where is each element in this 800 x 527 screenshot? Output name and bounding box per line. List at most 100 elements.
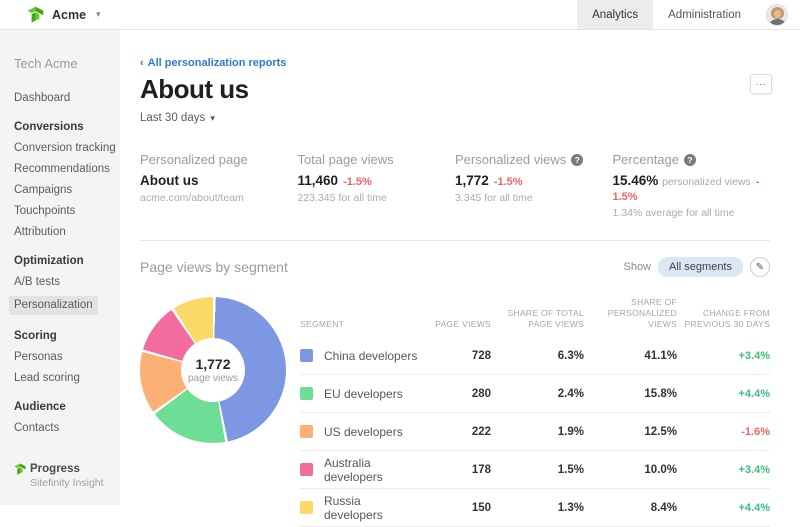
- chevron-left-icon: ‹: [140, 57, 144, 69]
- cell-share-total: 1.5%: [491, 464, 584, 476]
- cell-page-views: 222: [419, 426, 491, 438]
- cell-share-total: 1.9%: [491, 426, 584, 438]
- avatar-body: [770, 19, 785, 26]
- sidebar-item-personas[interactable]: Personas: [14, 350, 120, 365]
- chevron-down-icon: ▾: [210, 113, 215, 123]
- chevron-down-icon: ▾: [96, 9, 101, 20]
- section-title: Page views by segment: [140, 259, 288, 275]
- date-range-value: Last 30 days: [140, 112, 205, 124]
- table-row: Australia developers 178 1.5% 10.0% +3.4…: [300, 451, 770, 489]
- cell-share-personalized: 15.8%: [584, 388, 677, 400]
- segment-label: China developers: [324, 349, 417, 363]
- stat-value: About us: [140, 173, 199, 188]
- cell-change: +3.4%: [677, 464, 770, 476]
- cell-share-personalized: 12.5%: [584, 426, 677, 438]
- stat-suffix: personalized views: [662, 176, 751, 188]
- sidebar-item-campaigns[interactable]: Campaigns: [14, 183, 120, 198]
- segment-color-swatch: [300, 501, 313, 514]
- cell-share-personalized: 10.0%: [584, 464, 677, 476]
- stat-value: 15.46%: [613, 173, 659, 188]
- segment-label: Russia developers: [324, 494, 419, 522]
- table-row: US developers 222 1.9% 12.5% -1.6%: [300, 413, 770, 451]
- col-header-share-personalized: Share of personalized views: [584, 297, 677, 330]
- stat-total-page-views: Total page views 11,460 -1.5% 223.345 for…: [298, 152, 456, 219]
- cell-share-total: 1.3%: [491, 502, 584, 514]
- user-avatar[interactable]: [766, 4, 788, 26]
- sidebar-item-contacts[interactable]: Contacts: [14, 421, 120, 436]
- section-divider: [140, 240, 770, 241]
- stat-value: 1,772: [455, 173, 489, 188]
- sidebar-item-attribution[interactable]: Attribution: [14, 225, 120, 240]
- stat-delta: -1.5%: [494, 176, 523, 188]
- cell-page-views: 150: [419, 502, 491, 514]
- sidebar-header-scoring: Scoring: [14, 329, 120, 344]
- table-header-row: Segment Page views Share of total page v…: [300, 297, 770, 337]
- stat-label: Total page views: [298, 152, 456, 167]
- cell-share-personalized: 41.1%: [584, 350, 677, 362]
- sidebar-selected-highlight: Personalization: [9, 296, 98, 315]
- tab-administration[interactable]: Administration: [653, 0, 756, 29]
- show-label: Show: [623, 261, 651, 273]
- cell-share-total: 2.4%: [491, 388, 584, 400]
- help-icon[interactable]: ?: [684, 154, 696, 166]
- segment-filter-pill[interactable]: All segments: [658, 257, 743, 277]
- chart-and-table: 1,772 page views Segment Page views Shar…: [140, 297, 770, 527]
- stats-row: Personalized page About us acme.com/abou…: [140, 152, 770, 219]
- help-icon[interactable]: ?: [571, 154, 583, 166]
- col-header-share-total: Share of total page views: [491, 308, 584, 330]
- cell-change: -1.6%: [677, 426, 770, 438]
- sidebar-item-dashboard[interactable]: Dashboard: [14, 91, 120, 106]
- col-header-segment: Segment: [300, 319, 419, 330]
- cell-page-views: 728: [419, 350, 491, 362]
- sidebar-item-recommendations[interactable]: Recommendations: [14, 162, 120, 177]
- stat-sub: acme.com/about/team: [140, 192, 298, 204]
- sidebar-header-optimization: Optimization: [14, 254, 120, 269]
- cell-change: +4.4%: [677, 502, 770, 514]
- segment-label: Australia developers: [324, 456, 419, 484]
- col-header-page-views: Page views: [419, 319, 491, 330]
- stat-percentage: Percentage ? 15.46% personalized views-1…: [613, 152, 771, 219]
- more-actions-button[interactable]: ...: [750, 74, 772, 94]
- segment-color-swatch: [300, 349, 313, 362]
- edit-segments-button[interactable]: ✎: [750, 257, 770, 277]
- donut-center: 1,772 page views: [181, 338, 245, 402]
- sidebar: Tech Acme Dashboard Conversions Conversi…: [0, 30, 120, 505]
- stat-sub: 1.34% average for all time: [613, 207, 771, 219]
- sidebar-item-personalization[interactable]: Personalization: [14, 296, 120, 315]
- cell-page-views: 178: [419, 464, 491, 476]
- cell-share-total: 6.3%: [491, 350, 584, 362]
- top-bar: Acme ▾ Analytics Administration: [0, 0, 800, 30]
- page-title: About us: [140, 74, 770, 105]
- sidebar-header-audience: Audience: [14, 400, 120, 415]
- stat-label: Percentage: [613, 152, 680, 167]
- segment-color-swatch: [300, 463, 313, 476]
- table-row: Russia developers 150 1.3% 8.4% +4.4%: [300, 489, 770, 527]
- tab-analytics[interactable]: Analytics: [577, 0, 653, 29]
- main-content: ‹All personalization reports About us La…: [120, 30, 800, 505]
- segment-color-swatch: [300, 387, 313, 400]
- sidebar-item-touchpoints[interactable]: Touchpoints: [14, 204, 120, 219]
- stat-personalized-views: Personalized views ? 1,772-1.5% 3.345 fo…: [455, 152, 613, 219]
- sidebar-item-conversion-tracking[interactable]: Conversion tracking: [14, 141, 120, 156]
- workspace-switcher[interactable]: Acme ▾: [27, 6, 101, 23]
- donut-chart: 1,772 page views: [140, 297, 286, 443]
- segments-table: Segment Page views Share of total page v…: [300, 297, 770, 527]
- sidebar-header-conversions: Conversions: [14, 120, 120, 135]
- brand-name: Acme: [52, 8, 86, 22]
- footer-brand: Progress: [30, 463, 80, 475]
- segment-label: EU developers: [324, 387, 403, 401]
- sidebar-item-lead-scoring[interactable]: Lead scoring: [14, 371, 120, 386]
- segment-section-header: Page views by segment Show All segments …: [140, 257, 770, 277]
- date-range-dropdown[interactable]: Last 30 days ▾: [140, 112, 770, 124]
- segment-color-swatch: [300, 425, 313, 438]
- product-footer: Progress Sitefinity Insight: [14, 463, 104, 489]
- avatar-face: [774, 10, 781, 18]
- stat-delta: -1.5%: [343, 176, 372, 188]
- stat-value: 11,460: [298, 173, 339, 188]
- stat-sub: 223.345 for all time: [298, 192, 456, 204]
- breadcrumb-link[interactable]: ‹All personalization reports: [140, 57, 770, 69]
- sidebar-item-ab-tests[interactable]: A/B tests: [14, 275, 120, 290]
- stat-label: Personalized page: [140, 152, 298, 167]
- progress-logo-icon: [27, 6, 44, 23]
- table-row: EU developers 280 2.4% 15.8% +4.4%: [300, 375, 770, 413]
